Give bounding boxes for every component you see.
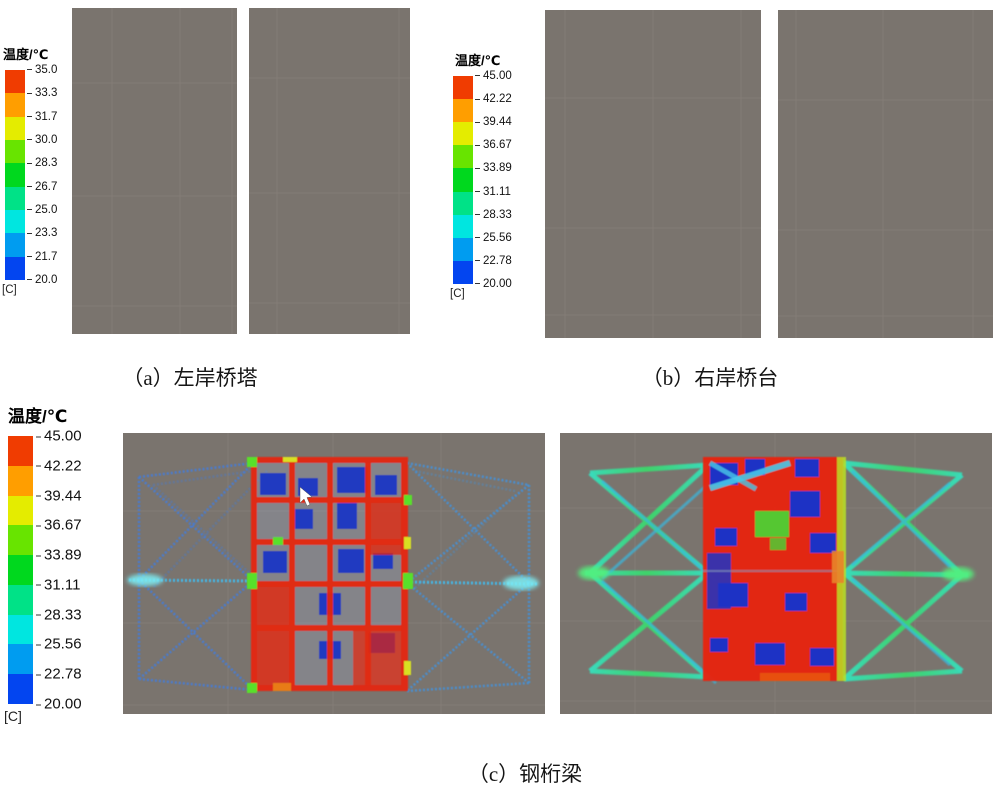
- truss-left-section: [127, 461, 268, 692]
- tick-label: 45.00: [36, 428, 82, 445]
- temperature-colorbar: [5, 70, 25, 280]
- tick-label: 33.89: [475, 162, 512, 174]
- tick-label: 22.78: [36, 666, 82, 683]
- tick-label: 45.00: [475, 70, 512, 82]
- tick-label: 35.0: [27, 64, 57, 76]
- tick-label: 26.7: [27, 181, 57, 193]
- pointcloud-view-c-left: [123, 433, 545, 714]
- caption-panel-c: （c）钢桁梁: [467, 762, 583, 786]
- tick-label: 31.7: [27, 111, 57, 123]
- tick-label: 21.7: [27, 251, 57, 263]
- tick-label: 33.89: [36, 547, 82, 564]
- tick-label: 31.11: [36, 576, 80, 593]
- temperature-colorbar: [8, 436, 33, 705]
- tick-label: 33.3: [27, 87, 57, 99]
- tick-label: 25.56: [36, 636, 82, 653]
- truss-right-section: [842, 460, 974, 682]
- truss-center-deck: [247, 457, 413, 693]
- tick-label: 31.11: [475, 186, 511, 198]
- truss-center-deck: [703, 457, 846, 681]
- tick-label: 20.00: [475, 278, 512, 290]
- tick-label: 42.22: [475, 93, 512, 105]
- tick-label: 28.3: [27, 157, 57, 169]
- temperature-legend-a: 温度/℃ 35.0 33.3 31.7 30.0 28.3 26.7 25.0 …: [2, 44, 63, 296]
- legend-unit-label: [C]: [450, 288, 465, 300]
- tower-structure: [574, 23, 736, 331]
- viewport-grid: [72, 8, 237, 334]
- colorbar-tick-labels: 45.00 42.22 39.44 36.67 33.89 31.11 28.3…: [36, 428, 88, 713]
- tick-label: 22.78: [475, 255, 512, 267]
- tower-structure: [810, 19, 971, 331]
- temperature-legend-b: 温度/℃ 45.00 42.22 39.44 36.67 33.89 31.11…: [448, 50, 515, 300]
- temperature-legend-c: 温度/℃ 45.00 42.22 39.44 36.67 33.89 31.11…: [4, 402, 88, 724]
- tick-label: 25.56: [475, 232, 512, 244]
- legend-unit-label: [C]: [4, 708, 22, 724]
- tick-label: 36.67: [36, 517, 82, 534]
- legend-title: 温度/℃: [8, 407, 68, 426]
- colorbar-tick-labels: 45.00 42.22 39.44 36.67 33.89 31.11 28.3…: [475, 70, 515, 290]
- caption-panel-b: （b）右岸桥台: [641, 366, 779, 390]
- temperature-colorbar: [453, 76, 473, 284]
- tick-label: 20.0: [27, 274, 57, 286]
- tick-label: 28.33: [36, 606, 82, 623]
- legend-title: 温度/℃: [3, 47, 49, 62]
- pointcloud-view-a-left: [72, 8, 237, 334]
- pointcloud-view-b-left: [545, 10, 761, 338]
- tick-label: 23.3: [27, 227, 57, 239]
- pointcloud-view-b-right: [778, 10, 993, 338]
- tick-label: 39.44: [475, 116, 512, 128]
- legend-title: 温度/℃: [455, 53, 501, 68]
- tick-label: 28.33: [475, 209, 512, 221]
- tick-label: 25.0: [27, 204, 57, 216]
- tower-structure: [101, 22, 201, 321]
- cursor-icon: [299, 486, 313, 507]
- tick-label: 39.44: [36, 487, 82, 504]
- viewport-grid: [778, 10, 993, 338]
- pointcloud-view-a-right: [249, 8, 410, 334]
- tower-structure: [282, 28, 390, 313]
- tick-label: 42.22: [36, 457, 82, 474]
- viewport-grid: [545, 10, 761, 338]
- tick-label: 20.00: [36, 696, 82, 713]
- tick-label: 30.0: [27, 134, 57, 146]
- viewport-grid: [249, 8, 410, 334]
- truss-right-section: [406, 461, 539, 693]
- caption-panel-a: （a）左岸桥塔: [122, 366, 258, 390]
- pointcloud-view-c-right: [560, 433, 992, 714]
- legend-unit-label: [C]: [2, 284, 17, 296]
- tick-label: 36.67: [475, 139, 512, 151]
- truss-left-section: [578, 462, 718, 685]
- colorbar-tick-labels: 35.0 33.3 31.7 30.0 28.3 26.7 25.0 23.3 …: [27, 64, 63, 286]
